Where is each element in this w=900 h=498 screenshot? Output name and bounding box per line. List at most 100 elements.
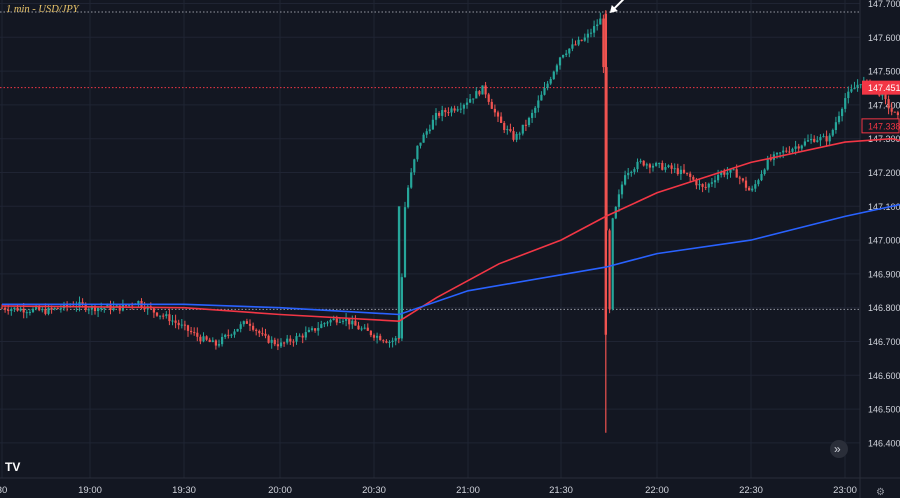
candle-body <box>202 336 205 342</box>
candle-body <box>540 94 543 101</box>
candle-body <box>183 324 186 326</box>
candle-body <box>425 131 428 135</box>
scroll-to-realtime-button[interactable] <box>830 440 848 458</box>
candle-body <box>490 101 493 109</box>
x-tick-label: 30 <box>0 485 7 496</box>
candle-body <box>664 167 667 170</box>
candle-body <box>332 318 335 320</box>
y-tick-label: 146.900 <box>868 269 900 279</box>
y-tick-label: 147.500 <box>868 67 900 77</box>
candle-body <box>258 330 261 334</box>
candle-body <box>217 344 221 346</box>
candle-body <box>884 93 887 100</box>
candle-body <box>810 138 813 141</box>
candle-body <box>320 324 323 328</box>
candle-body <box>295 336 298 342</box>
candle-body <box>769 158 772 160</box>
y-tick-label: 147.000 <box>868 236 900 246</box>
candle-body <box>850 89 853 92</box>
candle-body <box>255 329 258 331</box>
candle-body <box>47 307 50 314</box>
candle-body <box>695 179 698 186</box>
x-tick-label: 19:00 <box>78 485 102 496</box>
candle-body <box>565 53 568 55</box>
candle-body <box>159 315 162 317</box>
candle-body <box>317 327 320 331</box>
candle-body <box>286 338 289 343</box>
candle-body <box>679 169 682 175</box>
candle-body <box>168 314 171 322</box>
candle-body <box>400 277 403 339</box>
candle-body <box>847 91 850 99</box>
candle-body <box>180 324 183 326</box>
candle-body <box>22 308 25 313</box>
candle-body <box>608 230 611 310</box>
candle-body <box>87 309 90 311</box>
candle-body <box>270 339 273 343</box>
candle-body <box>314 328 317 331</box>
candle-body <box>196 332 199 337</box>
candle-body <box>639 160 642 162</box>
candle-body <box>453 108 456 111</box>
candle-body <box>56 308 59 310</box>
candle-body <box>366 327 369 331</box>
candle-body <box>813 138 816 142</box>
candle-body <box>379 335 382 341</box>
candle-body <box>221 336 224 345</box>
candle-body <box>757 180 760 185</box>
y-tick-label: 146.700 <box>868 337 900 347</box>
chart-symbol-label: 1 min - USD/JPY <box>6 4 80 15</box>
candle-body <box>354 320 357 326</box>
moving-average-slow-line <box>2 203 900 316</box>
candle-body <box>397 338 400 340</box>
candle-body <box>602 18 605 68</box>
candle-body <box>391 340 394 343</box>
candle-body <box>534 107 537 113</box>
candle-body <box>574 44 577 46</box>
candle-body <box>754 184 757 189</box>
candle-body <box>713 180 717 183</box>
y-tick-label: 146.400 <box>868 438 900 448</box>
candle-body <box>760 174 763 181</box>
candle-body <box>7 309 10 312</box>
candle-body <box>239 324 242 329</box>
candle-body <box>617 194 620 207</box>
double-chevron-right-icon: » <box>834 442 841 456</box>
candle-body <box>137 301 140 305</box>
candle-body <box>627 172 630 176</box>
candle-body <box>692 176 695 180</box>
candle-body <box>100 307 103 309</box>
candle-body <box>816 140 819 142</box>
candle-body <box>484 85 487 95</box>
candle-body <box>655 163 658 166</box>
y-tick-label: 147.700 <box>868 0 900 9</box>
candle-body <box>881 93 884 96</box>
x-tick-label: 21:00 <box>456 485 480 496</box>
candle-body <box>493 108 496 113</box>
candle-body <box>794 146 797 149</box>
candle-body <box>537 100 540 108</box>
candle-body <box>782 150 785 153</box>
candle-body <box>890 108 893 112</box>
candle-body <box>441 110 444 116</box>
candle-body <box>800 145 803 149</box>
x-tick-label: 22:00 <box>645 485 669 496</box>
candle-body <box>779 152 782 154</box>
candle-body <box>472 98 475 100</box>
candle-body <box>459 108 462 110</box>
candle-body <box>506 129 509 131</box>
candle-body <box>298 335 301 337</box>
candle-body <box>456 109 459 111</box>
candle-body <box>682 169 686 173</box>
candle-body <box>388 342 391 344</box>
candle-body <box>630 171 633 173</box>
y-tick-label: 147.100 <box>868 202 900 212</box>
candle-body <box>518 133 521 135</box>
candle-body <box>323 323 326 325</box>
candle-body <box>509 129 512 132</box>
candle-body <box>428 129 431 132</box>
candle-body <box>465 102 469 105</box>
candle-body <box>165 314 168 317</box>
candle-body <box>469 99 472 103</box>
